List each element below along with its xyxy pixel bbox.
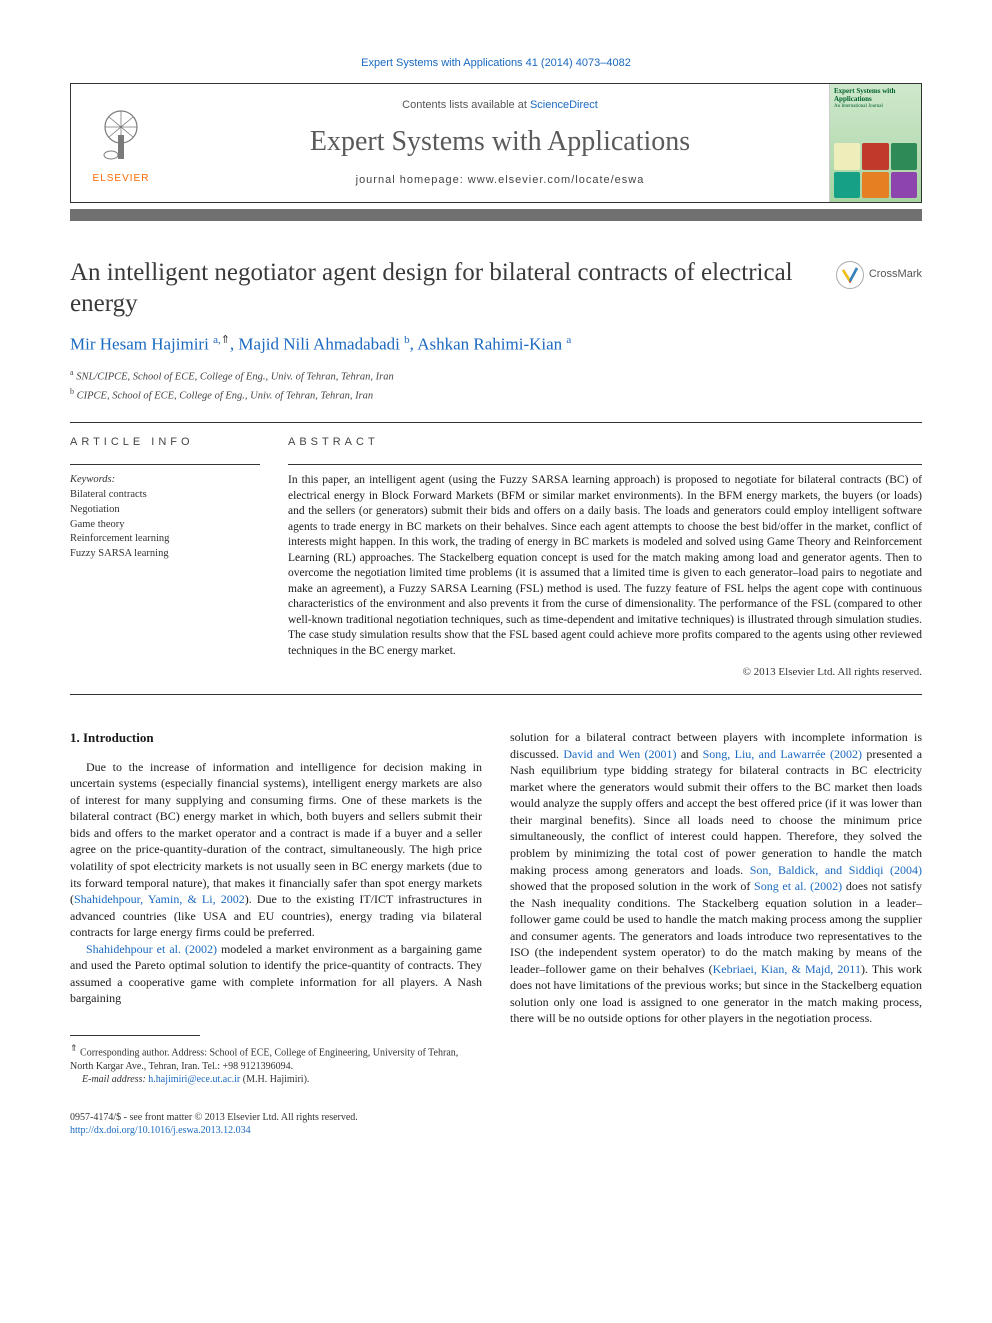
journal-title: Expert Systems with Applications [310, 123, 690, 161]
footnote-rule [70, 1035, 200, 1036]
front-matter-line: 0957-4174/$ - see front matter © 2013 El… [70, 1111, 482, 1125]
rule-top [70, 422, 922, 423]
contents-line: Contents lists available at ScienceDirec… [402, 98, 598, 113]
elsevier-name: ELSEVIER [93, 172, 150, 186]
journal-header: ELSEVIER Contents lists available at Sci… [70, 83, 922, 203]
elsevier-tree-icon [86, 100, 156, 170]
crossmark-label: CrossMark [869, 267, 922, 282]
rule-bottom [70, 694, 922, 695]
doi-link[interactable]: http://dx.doi.org/10.1016/j.eswa.2013.12… [70, 1125, 251, 1136]
affiliation: b CIPCE, School of ECE, College of Eng.,… [70, 386, 922, 404]
corresponding-footnote: ⇑ Corresponding author. Address: School … [70, 1042, 482, 1073]
keyword: Reinforcement learning [70, 532, 260, 547]
body-paragraph: Shahidehpour et al. (2002) modeled a mar… [70, 941, 482, 1007]
keyword: Game theory [70, 518, 260, 533]
abstract-rule [288, 464, 922, 465]
abstract-label: abstract [288, 435, 922, 450]
footer-block: 0957-4174/$ - see front matter © 2013 El… [70, 1111, 482, 1138]
info-rule [70, 464, 260, 465]
crossmark-badge[interactable]: CrossMark [836, 261, 922, 289]
citation-link[interactable]: Expert Systems with Applications 41 (201… [70, 56, 922, 71]
article-title: An intelligent negotiator agent design f… [70, 257, 824, 320]
authors: Mir Hesam Hajimiri a,⇑, Majid Nili Ahmad… [70, 333, 922, 357]
crossmark-icon [836, 261, 864, 289]
abstract-text: In this paper, an intelligent agent (usi… [288, 473, 922, 659]
abstract-copyright: © 2013 Elsevier Ltd. All rights reserved… [288, 665, 922, 680]
section-heading-1: 1. Introduction [70, 729, 482, 747]
keywords-label: Keywords: [70, 473, 260, 487]
journal-cover-thumb: Expert Systems with Applications An Inte… [829, 84, 921, 202]
elsevier-logo[interactable]: ELSEVIER [71, 84, 171, 202]
email-footnote: E-mail address: h.hajimiri@ece.ut.ac.ir … [70, 1073, 482, 1087]
header-divider [70, 209, 922, 221]
keyword: Fuzzy SARSA learning [70, 547, 260, 562]
affiliations: a SNL/CIPCE, School of ECE, College of E… [70, 367, 922, 404]
article-info-label: article info [70, 435, 260, 450]
body-paragraph: Due to the increase of information and i… [70, 759, 482, 941]
keyword: Negotiation [70, 503, 260, 518]
keyword: Bilateral contracts [70, 488, 260, 503]
email-link[interactable]: h.hajimiri@ece.ut.ac.ir [148, 1074, 240, 1085]
sciencedirect-link[interactable]: ScienceDirect [530, 99, 598, 111]
body-paragraph: solution for a bilateral contract betwee… [510, 729, 922, 1027]
affiliation: a SNL/CIPCE, School of ECE, College of E… [70, 367, 922, 385]
journal-homepage[interactable]: journal homepage: www.elsevier.com/locat… [356, 173, 645, 188]
